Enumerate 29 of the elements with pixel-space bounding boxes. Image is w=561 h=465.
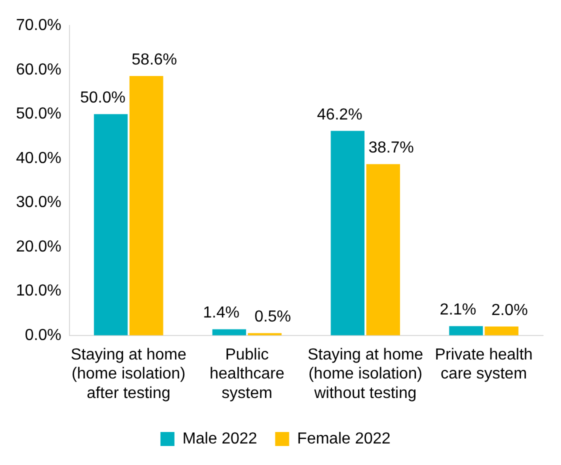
bar xyxy=(94,114,128,336)
data-label: 2.1% xyxy=(440,302,476,319)
bar xyxy=(330,130,364,336)
y-tick-label: 40.0% xyxy=(16,150,62,167)
y-tick-label: 30.0% xyxy=(16,194,62,212)
y-tick-label: 10.0% xyxy=(16,282,62,300)
x-tick-label: Private health care system xyxy=(434,346,533,383)
x-tick-label: Public healthcare system xyxy=(210,346,284,402)
y-tick-label: 50.0% xyxy=(16,106,62,123)
data-label: 38.7% xyxy=(368,140,414,157)
data-label: 0.5% xyxy=(254,308,291,326)
bar xyxy=(449,326,483,336)
y-tick-label: 20.0% xyxy=(16,238,62,256)
data-label: 58.6% xyxy=(132,51,178,68)
legend-label: Male 2022 xyxy=(182,430,258,448)
data-label: 2.0% xyxy=(491,302,528,319)
legend-label: Female 2022 xyxy=(297,430,391,448)
y-tick-label: 0.0% xyxy=(24,326,62,344)
data-label: 50.0% xyxy=(80,90,126,107)
bar xyxy=(212,329,246,336)
y-tick-label: 70.0% xyxy=(16,17,62,34)
data-label: 1.4% xyxy=(202,304,240,322)
bar xyxy=(129,76,164,336)
data-label: 46.2% xyxy=(316,106,362,124)
bar xyxy=(484,326,518,336)
x-tick-label: Staying at home (home isolation) without testing xyxy=(308,346,424,402)
y-tick-label: 60.0% xyxy=(16,61,62,78)
x-tick-label: Staying at home (home isolation) after testing xyxy=(70,346,186,402)
bar xyxy=(366,164,400,336)
